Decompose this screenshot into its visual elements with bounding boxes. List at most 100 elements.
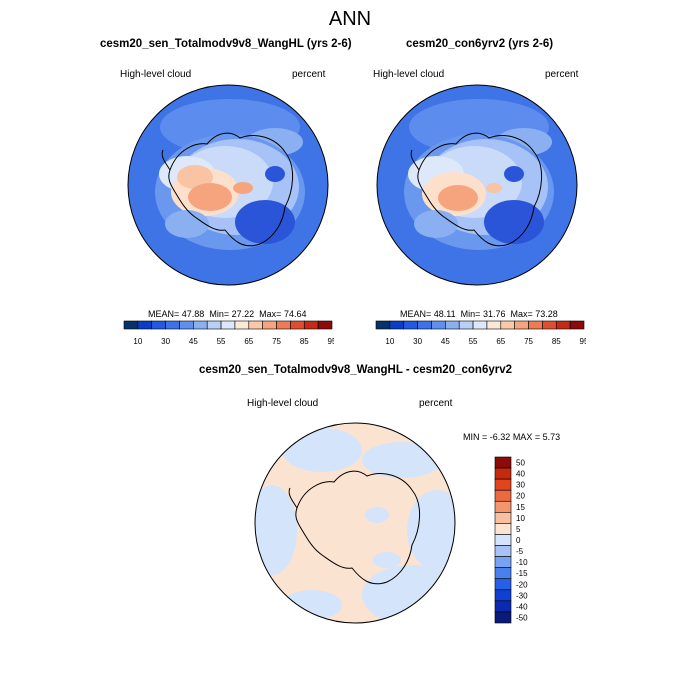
panel-2-cloud-field — [404, 99, 554, 250]
colorbar-swatch — [500, 320, 515, 330]
colorbar-swatch — [220, 320, 236, 330]
colorbar-swatch — [290, 320, 305, 330]
colorbar-swatch — [494, 578, 512, 591]
colorbar-swatch — [494, 556, 512, 568]
difference-min-max: MIN = -6.32 MAX = 5.73 — [463, 432, 561, 442]
colorbar-tick-label: -10 — [516, 558, 528, 567]
colorbar-swatch — [555, 320, 571, 330]
panel-2-min: 31.76 — [482, 309, 506, 319]
colorbar-tick-label: 45 — [441, 337, 450, 346]
difference-min: -6.32 — [489, 432, 511, 442]
colorbar-swatch — [165, 320, 180, 330]
panel-2-max: 73.28 — [535, 309, 558, 319]
colorbar-swatch — [494, 489, 512, 502]
colorbar-swatch — [472, 320, 488, 330]
colorbar-swatch — [494, 567, 512, 580]
panel-1-stats: MEAN= 47.88 Min= 27.22 Max= 74.64 — [148, 309, 307, 319]
colorbar-tick-label: 30 — [161, 337, 170, 346]
colorbar-swatch — [179, 320, 194, 330]
main-title: ANN — [328, 8, 372, 30]
panel-1-min: 27.22 — [231, 309, 255, 319]
colorbar-tick-label: -20 — [516, 580, 528, 589]
colorbar-tick-label: 75 — [272, 337, 281, 346]
colorbar-swatch — [389, 320, 405, 330]
panel-1-colorbar: 10 30 45 55 65 75 85 95 — [123, 320, 334, 346]
difference-variable-label: High-level cloud — [247, 398, 319, 409]
panel-2-variable-label: High-level cloud — [373, 69, 445, 80]
colorbar-swatch — [276, 320, 291, 330]
colorbar-tick-label: 85 — [552, 337, 561, 346]
colorbar-tick-label: -15 — [516, 569, 528, 578]
colorbar-tick-label: 30 — [516, 481, 525, 490]
colorbar-tick-label: 10 — [516, 514, 525, 523]
difference-coastline — [295, 470, 420, 585]
colorbar-tick-label: -30 — [516, 591, 528, 600]
colorbar-swatch — [193, 320, 208, 330]
colorbar-swatch — [151, 320, 166, 330]
colorbar-swatch — [494, 600, 512, 613]
panel-2-colorbar: 10 30 45 55 65 75 85 95 — [375, 320, 586, 346]
panel-2-coastline — [417, 132, 542, 247]
difference-units-label: percent — [419, 398, 453, 409]
colorbar-tick-label: 0 — [516, 536, 521, 545]
colorbar-tick-label: 40 — [516, 470, 525, 479]
colorbar-swatch — [528, 320, 543, 330]
colorbar-tick-label: 20 — [516, 492, 525, 501]
colorbar-swatch — [494, 534, 512, 546]
colorbar-swatch — [494, 512, 512, 524]
colorbar-tick-label: 10 — [385, 337, 394, 346]
colorbar-tick-label: 10 — [133, 337, 142, 346]
colorbar-swatch — [262, 320, 277, 330]
colorbar-swatch — [486, 320, 502, 330]
panel-1-map — [127, 84, 329, 286]
colorbar-swatch — [123, 320, 139, 330]
colorbar-tick-label: 85 — [300, 337, 309, 346]
colorbar-tick-label: 55 — [469, 337, 478, 346]
panel-1-coastline — [168, 132, 293, 247]
panel-1-units-label: percent — [292, 69, 326, 80]
colorbar-tick-label: 95 — [580, 337, 586, 346]
colorbar-tick-label: 5 — [516, 525, 521, 534]
colorbar-swatch — [303, 320, 319, 330]
colorbar-tick-label: 65 — [496, 337, 505, 346]
colorbar-tick-label: 15 — [516, 503, 525, 512]
colorbar-swatch — [206, 320, 222, 330]
panel-2-units-label: percent — [545, 69, 579, 80]
colorbar-swatch — [514, 320, 529, 330]
colorbar-tick-label: 75 — [524, 337, 533, 346]
colorbar-tick-label: 45 — [189, 337, 198, 346]
colorbar-swatch — [494, 589, 512, 602]
colorbar-swatch — [494, 467, 512, 480]
colorbar-tick-label: 65 — [244, 337, 253, 346]
panel-1-title: cesm20_sen_Totalmodv9v8_WangHL (yrs 2-6) — [100, 38, 352, 50]
panel-2-stats: MEAN= 48.11 Min= 31.76 Max= 73.28 — [400, 309, 558, 319]
colorbar-swatch — [494, 523, 512, 535]
colorbar-swatch — [234, 320, 250, 330]
colorbar-swatch — [494, 545, 512, 557]
colorbar-swatch — [317, 320, 333, 330]
colorbar-tick-label: 95 — [328, 337, 334, 346]
colorbar-swatch — [137, 320, 153, 330]
colorbar-swatch — [542, 320, 557, 330]
panel-2-title: cesm20_con6yrv2 (yrs 2-6) — [406, 38, 554, 50]
colorbar-tick-label: -5 — [516, 547, 524, 556]
panel-2-map — [376, 84, 578, 286]
panel-2-map-border — [376, 84, 578, 286]
colorbar-tick-label: 30 — [413, 337, 422, 346]
panel-2-mean: 48.11 — [433, 309, 456, 319]
panel-1-mean: 47.88 — [181, 309, 205, 319]
panel-1-map-border — [127, 84, 329, 286]
colorbar-tick-label: -40 — [516, 602, 528, 611]
difference-title: cesm20_sen_Totalmodv9v8_WangHL - cesm20_… — [199, 364, 512, 376]
colorbar-swatch — [494, 456, 512, 469]
colorbar-tick-label: -50 — [516, 613, 528, 622]
colorbar-swatch — [445, 320, 460, 330]
colorbar-swatch — [494, 500, 512, 513]
colorbar-swatch — [375, 320, 391, 330]
panel-1-cloud-field — [155, 99, 305, 250]
colorbar-tick-label: 55 — [217, 337, 226, 346]
colorbar-swatch — [494, 478, 512, 491]
difference-map-border — [254, 422, 456, 624]
panel-1-max: 74.64 — [283, 309, 307, 319]
